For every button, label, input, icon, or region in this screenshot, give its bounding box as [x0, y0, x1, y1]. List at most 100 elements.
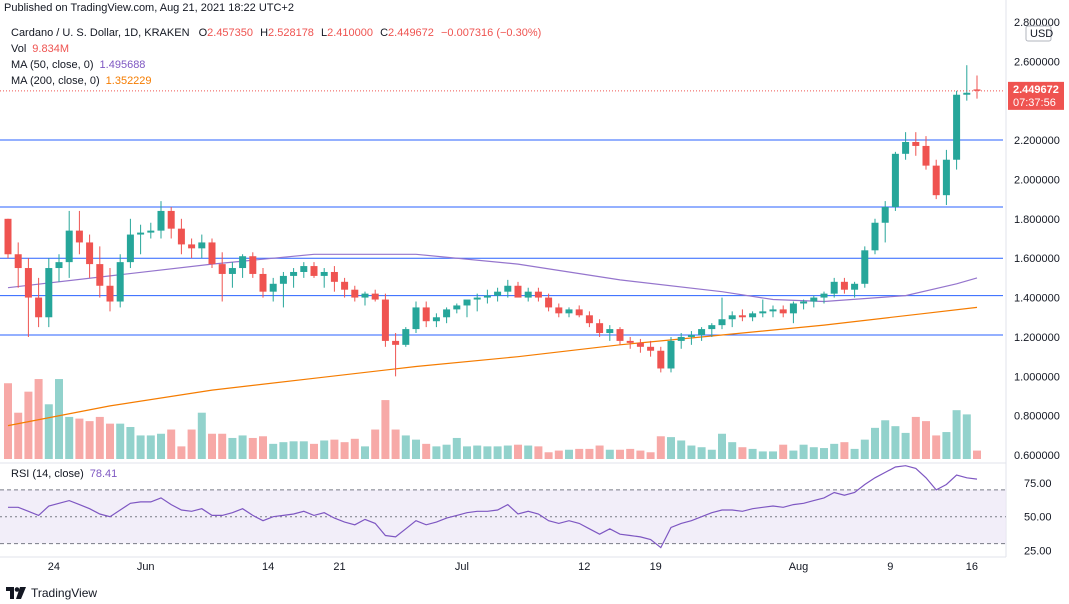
ma50-line	[7, 253, 978, 303]
time-tick-label: 16	[966, 561, 978, 573]
candle-body	[463, 299, 471, 306]
candle-body	[922, 145, 930, 166]
volume-row[interactable]: Vol 9.834M	[11, 41, 545, 57]
currency-badge	[1025, 25, 1052, 42]
candle-body	[504, 285, 512, 292]
candle-body	[392, 340, 400, 345]
candle-body	[279, 275, 287, 284]
candle-body	[269, 283, 277, 292]
candle-body	[953, 94, 961, 160]
volume-bar	[197, 412, 206, 459]
candle-body	[330, 271, 338, 282]
volume-bar	[626, 448, 635, 459]
volume-bar	[259, 436, 267, 459]
volume-bar	[208, 433, 216, 459]
ma50-row[interactable]: MA (50, close, 0) 1.495688	[11, 57, 545, 73]
last-price-badge	[1008, 81, 1064, 110]
volume-bar	[55, 379, 63, 459]
candle-body	[749, 313, 757, 318]
candle-body	[371, 293, 379, 300]
volume-bar	[514, 444, 522, 459]
volume-bar	[473, 445, 482, 459]
candle-body	[473, 297, 481, 300]
volume-bar	[442, 444, 451, 459]
rsi-band	[0, 489, 1006, 544]
volume-bar	[350, 438, 359, 459]
volume-bar	[310, 443, 318, 459]
volume-bar	[146, 435, 155, 459]
candle-body	[891, 153, 899, 207]
currency-label: USD	[1030, 28, 1053, 40]
volume-bar	[248, 437, 257, 459]
volume-bar	[554, 450, 563, 459]
candle-body	[810, 297, 818, 302]
close-value: 2.449672	[388, 27, 434, 39]
volume-bar	[728, 442, 737, 459]
candle-body	[198, 242, 206, 249]
candle-body	[596, 323, 604, 334]
price-tick-label: 1.200000	[1014, 332, 1060, 344]
ma200-row[interactable]: MA (200, close, 0) 1.352229	[11, 73, 545, 89]
candle-body	[800, 301, 808, 304]
volume-bar	[962, 414, 971, 459]
candle-body	[188, 244, 196, 249]
candle-body	[932, 165, 940, 196]
volume-bar	[585, 448, 594, 459]
symbol-name[interactable]: Cardano / U. S. Dollar, 1D, KRAKEN	[11, 27, 190, 39]
volume-bar	[218, 433, 227, 459]
candle-body	[534, 291, 542, 298]
time-tick-label: Jun	[137, 561, 155, 573]
candle-body	[616, 329, 624, 341]
candle-body	[963, 92, 971, 95]
candle-body	[636, 342, 644, 347]
volume-bar	[361, 446, 369, 459]
volume-bar	[106, 423, 114, 459]
price-tick-label: 1.400000	[1014, 293, 1060, 305]
price-tick-label: 1.000000	[1014, 371, 1060, 383]
brand-name: TradingView	[31, 586, 98, 600]
price-tick-label: 2.000000	[1014, 174, 1060, 186]
volume-bar	[320, 440, 329, 459]
volume-bar	[391, 429, 400, 459]
candle-body	[524, 291, 532, 298]
candle-body	[24, 268, 32, 298]
volume-bar	[432, 446, 441, 459]
open-label: O	[198, 27, 208, 39]
candle-body	[555, 307, 563, 314]
candle-body	[177, 228, 185, 245]
volume-bar	[24, 391, 33, 459]
rsi-legend[interactable]: RSI (14, close) 78.41	[11, 468, 117, 480]
volume-bar	[809, 447, 818, 459]
candle-body	[351, 289, 359, 298]
time-tick-label: 21	[333, 561, 345, 573]
volume-bar	[269, 443, 278, 459]
volume-bar	[789, 450, 798, 459]
series-legend: Cardano / U. S. Dollar, 1D, KRAKEN O2.45…	[11, 25, 545, 89]
candle-body	[738, 315, 746, 318]
volume-bar	[779, 444, 788, 459]
candle-body	[137, 232, 145, 235]
volume-bar	[707, 449, 716, 459]
volume-bar	[238, 435, 247, 459]
volume-bar	[850, 448, 859, 459]
volume-bar	[371, 429, 380, 459]
volume-bar	[340, 442, 349, 459]
volume-bar	[524, 445, 533, 459]
volume-bar	[65, 416, 74, 459]
time-tick-label: 9	[887, 561, 893, 573]
candle-body	[769, 309, 777, 312]
ohlc-row: Cardano / U. S. Dollar, 1D, KRAKEN O2.45…	[11, 25, 545, 41]
rsi-value: 78.41	[89, 468, 118, 480]
candle-body	[585, 315, 593, 324]
volume-bar	[595, 445, 604, 459]
candle-body	[575, 309, 583, 316]
candle-body	[341, 281, 349, 290]
candle-body	[412, 307, 420, 330]
candle-body	[55, 262, 63, 269]
candle-body	[861, 250, 869, 284]
volume-bar	[646, 452, 655, 459]
brand-footer[interactable]: TradingView	[6, 586, 97, 600]
candle-body	[239, 256, 247, 269]
volume-bar	[44, 404, 53, 459]
